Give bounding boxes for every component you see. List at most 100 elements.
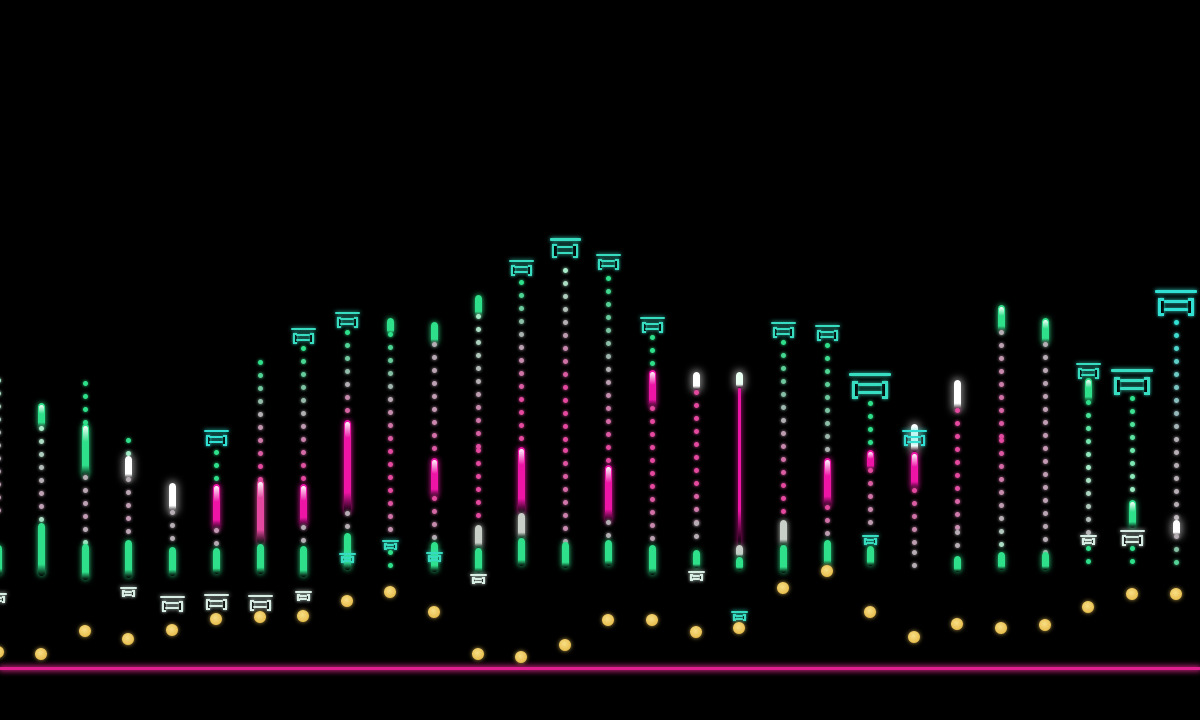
column-capsule [299,484,307,527]
column-dot [1085,477,1091,483]
column-capsule [1172,520,1180,536]
column-dot [1173,462,1179,468]
bracket-marker-icon [203,594,229,610]
column-dot [82,380,88,386]
marker-inner-bar [734,614,744,617]
column-dot [649,470,655,476]
column-dot [954,407,960,413]
marker-top-bar [334,312,360,314]
marker-right-bracket [350,556,354,563]
column-dot [605,327,611,333]
column-dot [867,400,873,406]
column-dot [1173,423,1179,429]
marker-top-bar [687,571,705,573]
bracket-marker-icon [381,540,399,550]
column-dot [867,480,873,486]
column-dot [0,429,1,435]
column-dot [300,397,306,403]
column-dot [475,443,481,449]
column-dot [125,437,131,443]
column-capsule [1041,552,1049,570]
column-dot [213,462,219,468]
bracket-marker-icon [595,254,621,270]
ground-dot [515,651,527,663]
bracket-marker-icon [730,611,748,621]
column-dot [605,392,611,398]
column-dot [780,482,786,488]
column-dot [431,419,437,425]
column-dot [562,436,568,442]
column-dot [475,417,481,423]
column-dot [1173,546,1179,552]
marker-inner-bar [385,546,395,549]
marker-right-bracket [920,434,925,446]
column-dot [125,502,131,508]
marker-left-bracket [816,329,821,341]
marker-top-bar [469,574,487,576]
marker-top-bar [290,328,316,330]
column-dot [300,449,306,455]
column-capsule [0,545,2,575]
column-dot [911,549,917,555]
column-dot [82,393,88,399]
ground-dot [254,611,266,623]
column-dot [1129,395,1135,401]
marker-top-bar [203,594,229,596]
marker-left-bracket [510,264,515,276]
column-capsule [953,556,961,572]
marker-inner-bar [556,251,574,255]
column-dot [0,377,1,383]
column-dot [605,353,611,359]
column-dot [257,463,263,469]
column-dot [605,418,611,424]
marker-inner-bar [429,555,439,558]
marker-right-bracket [437,555,441,562]
capsule-hot-core [649,372,655,386]
marker-inner-bar [123,590,133,593]
column-capsule [648,545,656,575]
column-dot [1173,410,1179,416]
column-dot [954,459,960,465]
marker-top-bar [1079,535,1097,537]
ground-dot [864,606,876,618]
column-dot [518,357,524,363]
column-dot [998,437,1004,443]
marker-right-bracket [1188,297,1194,317]
column-dot [0,403,1,409]
column-dot [998,394,1004,400]
column-dot [431,534,437,540]
column-dot [954,542,960,548]
column-dot [911,513,917,519]
marker-inner-bar [0,599,3,602]
marker-inner-bar [691,574,701,577]
column-dot [1173,319,1179,325]
column-dot [649,535,655,541]
column-capsule [430,322,438,344]
marker-left-bracket [732,614,736,621]
column-dot [1173,501,1179,507]
capsule-hot-core [998,307,1004,317]
column-dot [998,463,1004,469]
column-dot [562,293,568,299]
column-dot [780,352,786,358]
column-capsule [343,420,351,513]
ground-dot [646,614,658,626]
column-dot [387,448,393,454]
column-dot [125,489,131,495]
marker-left-bracket [161,600,166,612]
column-dot [562,486,568,492]
marker-right-bracket [1144,376,1150,396]
column-dot [300,423,306,429]
column-dot [300,410,306,416]
marker-left-bracket [1121,534,1126,546]
column-dot [475,499,481,505]
column-dot [562,280,568,286]
column-capsule [692,372,700,390]
capsule-hot-core [38,405,44,414]
marker-right-bracket [306,594,310,601]
marker-inner-bar [907,440,921,443]
ground-dot [79,625,91,637]
marker-right-bracket [742,614,746,621]
column-dot [693,441,699,447]
